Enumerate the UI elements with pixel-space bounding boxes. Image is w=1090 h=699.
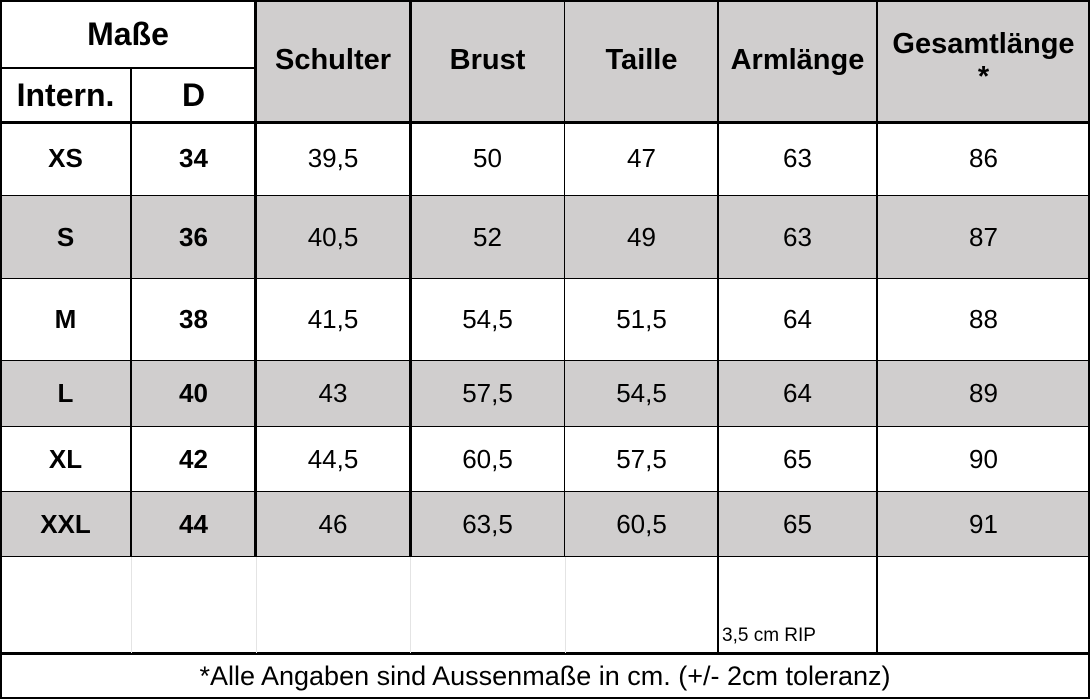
table-cell: 43 — [318, 378, 348, 409]
sub-header: D — [181, 76, 206, 113]
column-header: Taille — [605, 44, 678, 77]
border-line — [0, 67, 256, 69]
table-cell: 50 — [473, 143, 502, 174]
table-cell: 63,5 — [462, 508, 513, 539]
border-line — [0, 278, 1090, 279]
border-line — [1088, 0, 1090, 699]
row-shade — [0, 196, 1090, 279]
table-cell: 65 — [783, 443, 812, 474]
table-cell: 51,5 — [616, 304, 667, 335]
table-cell: 57,5 — [462, 378, 513, 409]
table-cell: 40,5 — [307, 221, 359, 252]
table-cell: 90 — [969, 443, 998, 474]
table-cell: XXL — [40, 508, 91, 539]
table-cell: XL — [48, 443, 83, 474]
row-shade — [0, 361, 1090, 427]
border-line — [410, 557, 411, 653]
table-cell: 44,5 — [307, 443, 359, 474]
column-header: Gesamtlänge * — [892, 27, 1075, 93]
border-line — [0, 121, 1090, 124]
table-cell: 91 — [969, 508, 998, 539]
table-cell: 63 — [783, 221, 812, 252]
border-line — [409, 0, 412, 557]
border-line — [0, 697, 1090, 699]
table-cell: XS — [48, 143, 83, 174]
border-line — [565, 557, 566, 653]
border-line — [0, 491, 1090, 492]
border-line — [130, 68, 132, 557]
table-cell: 86 — [969, 143, 998, 174]
table-cell: 38 — [179, 304, 208, 335]
table-cell: 52 — [473, 221, 502, 252]
border-line — [0, 652, 1090, 655]
table-cell: 89 — [969, 378, 998, 409]
table-cell: 57,5 — [616, 443, 667, 474]
group-header: Maße — [87, 15, 169, 52]
table-cell: 64 — [783, 304, 812, 335]
border-line — [256, 557, 257, 653]
border-line — [0, 0, 1090, 2]
border-line — [131, 557, 132, 653]
table-cell: 42 — [179, 443, 208, 474]
table-cell: 44 — [179, 508, 208, 539]
table-cell: S — [56, 221, 75, 252]
border-line — [0, 360, 1090, 361]
table-cell: 64 — [783, 378, 812, 409]
border-line — [0, 426, 1090, 427]
note: 3,5 cm RIP — [722, 625, 816, 647]
table-cell: 46 — [318, 508, 348, 539]
table-cell: 34 — [179, 143, 208, 174]
footer: *Alle Angaben sind Aussenmaße in cm. (+/… — [199, 661, 891, 692]
table-cell: 36 — [179, 221, 208, 252]
sub-header: Intern. — [16, 76, 115, 113]
border-line — [717, 0, 719, 653]
border-line — [0, 556, 1090, 557]
border-line — [564, 0, 565, 557]
table-cell: 88 — [969, 304, 998, 335]
table-cell: 39,5 — [307, 143, 359, 174]
table-cell: 63 — [783, 143, 812, 174]
header-shade — [256, 0, 1090, 122]
border-line — [876, 0, 878, 653]
table-cell: 65 — [783, 508, 812, 539]
border-line — [0, 195, 1090, 196]
row-shade — [0, 492, 1090, 557]
column-header: Schulter — [274, 44, 392, 77]
table-cell: 54,5 — [462, 304, 513, 335]
table-cell: 41,5 — [307, 304, 359, 335]
column-header: Armlänge — [730, 44, 865, 77]
table-cell: 87 — [969, 221, 998, 252]
table-cell: 49 — [627, 221, 656, 252]
border-line — [254, 0, 257, 557]
table-cell: 60,5 — [616, 508, 667, 539]
table-cell: M — [54, 304, 77, 335]
table-cell: 40 — [179, 378, 208, 409]
table-cell: 60,5 — [462, 443, 513, 474]
table-cell: L — [57, 378, 74, 409]
table-cell: 54,5 — [616, 378, 667, 409]
border-line — [0, 0, 2, 699]
column-header: Brust — [449, 44, 526, 77]
table-cell: 47 — [627, 143, 656, 174]
